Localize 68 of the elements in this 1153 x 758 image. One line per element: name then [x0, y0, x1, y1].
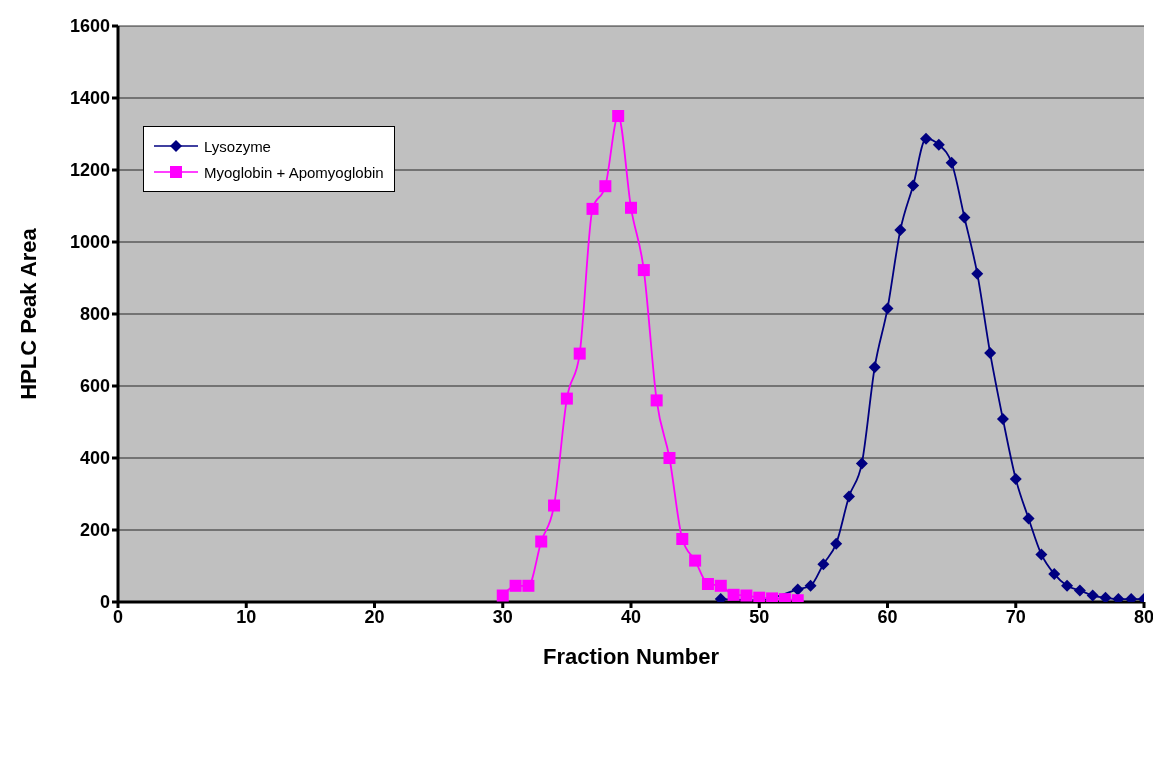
point	[1073, 584, 1086, 597]
point	[894, 224, 907, 237]
point	[586, 202, 599, 215]
point	[971, 267, 984, 280]
x-tick-label: 30	[492, 606, 513, 627]
point	[1048, 567, 1061, 580]
point	[817, 558, 830, 571]
point	[727, 588, 740, 601]
x-tick-label: 50	[749, 606, 770, 627]
point	[637, 264, 650, 277]
point	[791, 583, 804, 596]
point	[650, 394, 663, 407]
point	[804, 579, 817, 592]
point	[1061, 579, 1074, 592]
point	[932, 138, 945, 151]
point	[907, 179, 920, 192]
x-tick-label: 0	[112, 606, 124, 627]
point	[663, 452, 676, 464]
y-tick-label: 1200	[69, 160, 110, 181]
point	[625, 201, 637, 214]
point	[945, 156, 958, 169]
point	[599, 180, 612, 193]
point	[766, 592, 779, 602]
x-tick-label: 10	[236, 606, 257, 627]
point	[612, 110, 625, 122]
point	[881, 302, 894, 315]
point	[1009, 472, 1022, 485]
point	[560, 392, 573, 405]
legend-label: Myoglobin + Apomyoglobin	[204, 163, 384, 181]
y-axis-title: HPLC Peak Area	[15, 227, 41, 400]
point	[714, 579, 727, 592]
point	[522, 579, 535, 592]
x-tick-label: 20	[364, 606, 385, 627]
point	[573, 347, 586, 360]
point	[843, 490, 856, 503]
point	[689, 554, 702, 567]
point	[509, 579, 522, 592]
point	[984, 346, 997, 359]
point	[740, 589, 753, 602]
point	[496, 589, 509, 602]
x-tick-label: 60	[877, 606, 898, 627]
point	[1035, 548, 1048, 561]
x-tick-label: 40	[620, 606, 642, 627]
point	[919, 132, 932, 145]
point	[996, 413, 1009, 426]
point	[1086, 589, 1099, 602]
point	[855, 457, 868, 470]
point	[830, 537, 843, 550]
y-tick-label: 0	[99, 592, 110, 613]
legend-label: Lysozyme	[204, 137, 271, 155]
point	[1022, 512, 1035, 525]
point	[958, 211, 971, 224]
point	[868, 361, 881, 374]
point	[535, 535, 548, 548]
y-tick-label: 400	[79, 448, 110, 469]
y-tick-label: 800	[79, 304, 110, 325]
x-axis-title: Fraction Number	[542, 644, 720, 669]
point	[701, 578, 714, 590]
x-tick-label: 70	[1005, 606, 1026, 627]
point	[1099, 591, 1112, 602]
y-tick-label: 1400	[69, 88, 110, 109]
y-tick-label: 200	[79, 520, 110, 541]
y-tick-label: 1600	[69, 16, 110, 37]
point	[676, 533, 689, 545]
y-tick-label: 600	[79, 376, 110, 397]
x-tick-label: 80	[1133, 606, 1153, 627]
point	[548, 499, 561, 512]
y-tick-label: 1000	[69, 232, 110, 253]
